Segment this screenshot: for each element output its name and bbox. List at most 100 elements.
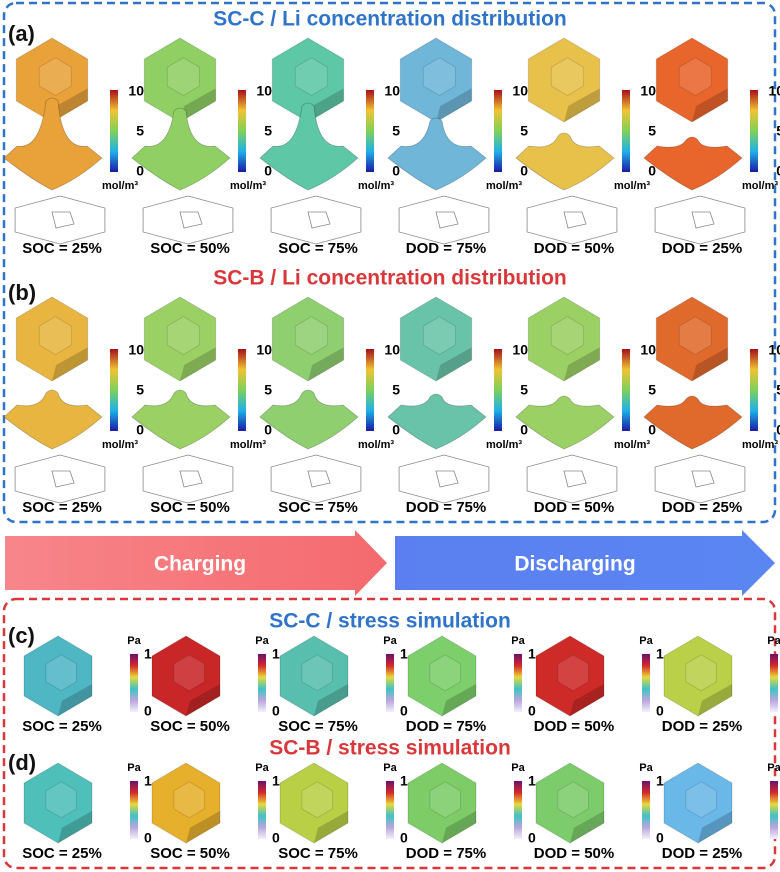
colorbar (366, 349, 374, 431)
wireframe-inner (563, 211, 587, 229)
crystal (527, 37, 601, 123)
colorbar-unit: mol/m³ (486, 439, 522, 451)
colorbar-tick: 10 (384, 342, 400, 358)
colorbar-tick: 1 (272, 646, 280, 662)
crystal-face (301, 781, 333, 819)
surface-plot (643, 395, 743, 450)
colorbar-tick: 1 (144, 773, 152, 789)
colorbar-tick: 0 (776, 163, 780, 179)
wireframe-inner (691, 470, 715, 488)
colorbar-unit: Pa (255, 635, 269, 647)
state-label: SOC = 25% (22, 240, 102, 257)
colorbar (642, 654, 650, 712)
colorbar-tick: 1 (400, 773, 408, 789)
crystal-shade (52, 347, 88, 381)
state-label: SOC = 50% (150, 499, 230, 516)
crystal-shade (180, 347, 216, 381)
colorbar (514, 781, 522, 839)
colorbar-unit: mol/m³ (614, 439, 650, 451)
panel-label: (d) (8, 750, 36, 775)
crystal-shade (570, 684, 604, 716)
panel-label: (b) (8, 280, 36, 305)
colorbar (130, 781, 138, 839)
crystal (655, 37, 729, 123)
colorbar-tick: 0 (648, 163, 656, 179)
surface-plot (515, 132, 615, 191)
wireframe (398, 454, 490, 504)
box-concentration (2, 1, 777, 524)
colorbar-tick: 0 (776, 422, 780, 438)
surface-plot (3, 389, 103, 450)
wireframe (142, 454, 234, 504)
colorbar-unit: Pa (639, 635, 653, 647)
state-label: DOD = 75% (406, 240, 486, 257)
colorbar-unit: Pa (383, 762, 397, 774)
crystal-face (557, 654, 589, 692)
colorbar-tick: 5 (264, 123, 272, 139)
wireframe (654, 454, 746, 504)
colorbar-tick: 0 (520, 163, 528, 179)
crystal (527, 296, 601, 382)
state-label: DOD = 50% (534, 718, 614, 735)
crystal (151, 762, 221, 844)
colorbar-tick: 0 (264, 422, 272, 438)
state-label: DOD = 75% (406, 499, 486, 516)
state-label: SOC = 75% (278, 240, 358, 257)
colorbar-tick: 5 (136, 123, 144, 139)
crystal-face (294, 57, 328, 97)
colorbar-unit: mol/m³ (614, 180, 650, 192)
colorbar (770, 654, 778, 712)
colorbar (386, 781, 394, 839)
wireframe-inner (563, 470, 587, 488)
colorbar-tick: 10 (128, 83, 144, 99)
surface-plot (3, 97, 103, 191)
crystal-shade (570, 811, 604, 843)
wireframe-inner (51, 470, 75, 488)
colorbar (366, 90, 374, 172)
colorbar (750, 349, 758, 431)
crystal-face (166, 316, 200, 356)
panel-title: SC-B / Li concentration distribution (213, 267, 567, 290)
crystal (399, 296, 473, 382)
surface-plot (131, 107, 231, 191)
colorbar-unit: mol/m³ (742, 180, 778, 192)
colorbar-tick: 10 (512, 83, 528, 99)
crystal-shade (314, 811, 348, 843)
crystal-shade (186, 684, 220, 716)
wireframe-inner (435, 211, 459, 229)
colorbar-tick: 5 (136, 382, 144, 398)
wireframe (142, 195, 234, 245)
surface-plot (515, 395, 615, 450)
crystal-face (166, 57, 200, 97)
wireframe-inner (435, 470, 459, 488)
crystal (279, 762, 349, 844)
colorbar-tick: 10 (640, 83, 656, 99)
colorbar (110, 90, 118, 172)
crystal-face (678, 57, 712, 97)
wireframe (14, 195, 106, 245)
colorbar-tick: 5 (648, 123, 656, 139)
arrow-label: Discharging (514, 553, 635, 576)
crystal-shade (58, 811, 92, 843)
colorbar-tick: 0 (520, 422, 528, 438)
colorbar-tick: 10 (256, 342, 272, 358)
wireframe-inner (51, 211, 75, 229)
colorbar-tick: 1 (144, 646, 152, 662)
colorbar-tick: 0 (264, 163, 272, 179)
colorbar-unit: Pa (255, 762, 269, 774)
crystal (23, 762, 93, 844)
box-stress (2, 597, 777, 870)
crystal-shade (692, 347, 728, 381)
crystal-face (45, 781, 77, 819)
state-label: DOD = 75% (406, 845, 486, 862)
colorbar-tick: 0 (528, 830, 536, 846)
colorbar-tick: 5 (776, 123, 780, 139)
crystal (15, 296, 89, 382)
colorbar-tick: 0 (136, 422, 144, 438)
crystal-face (685, 781, 717, 819)
colorbar (622, 349, 630, 431)
state-label: DOD = 25% (662, 240, 742, 257)
crystal-shade (442, 684, 476, 716)
colorbar (750, 90, 758, 172)
